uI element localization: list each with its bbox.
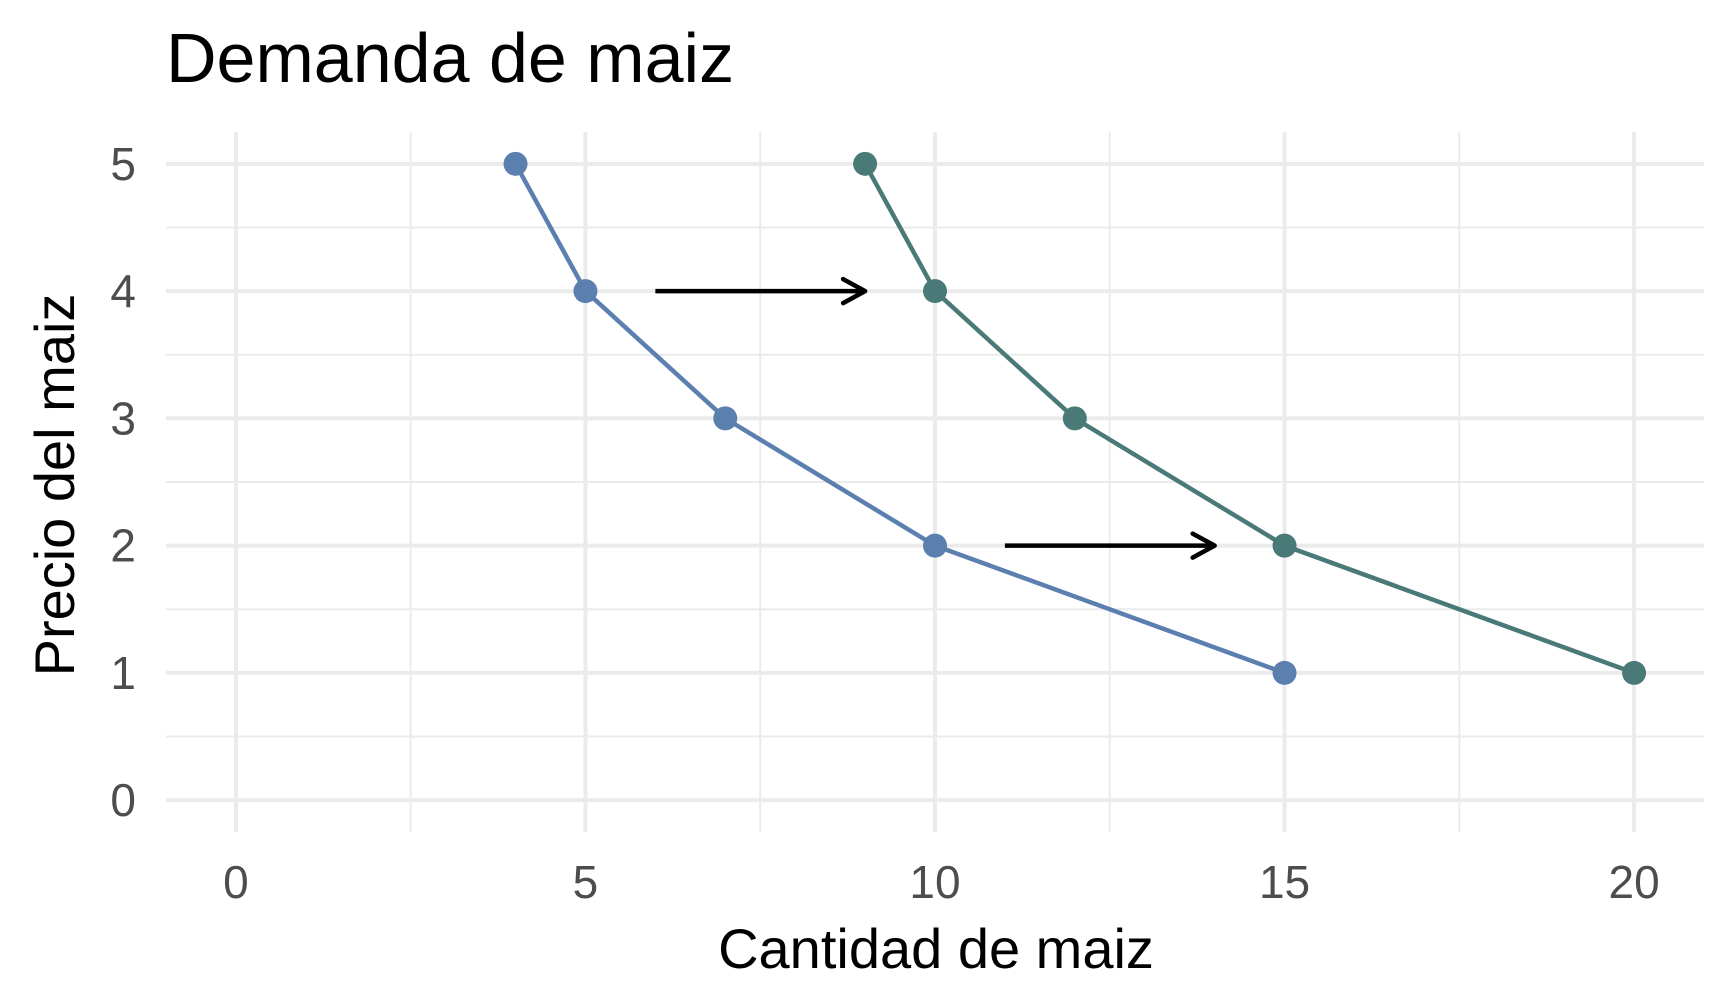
x-tick-label: 20 (1609, 856, 1660, 908)
data-point (573, 279, 598, 304)
y-tick-label: 3 (110, 392, 136, 444)
y-tick-label: 2 (110, 520, 136, 572)
y-axis-title: Precio del maiz (23, 294, 86, 677)
x-tick-label: 10 (909, 856, 960, 908)
x-axis-title: Cantidad de maiz (718, 917, 1154, 980)
y-tick-label: 1 (110, 647, 136, 699)
data-point (853, 151, 878, 176)
series (503, 151, 1647, 685)
y-tick-label: 5 (110, 138, 136, 190)
x-tick-label: 15 (1259, 856, 1310, 908)
series-1 (503, 151, 1297, 685)
y-tick-label: 4 (110, 265, 136, 317)
data-point (713, 406, 738, 431)
y-tick-label: 0 (110, 774, 136, 826)
x-tick-label: 0 (223, 856, 249, 908)
data-point (1272, 533, 1297, 558)
data-point (1272, 660, 1297, 685)
series-2 (853, 151, 1647, 685)
x-axis-ticks: 0 5 10 15 20 (223, 856, 1660, 908)
y-axis-ticks: 0 1 2 3 4 5 (110, 138, 136, 826)
grid (166, 132, 1704, 832)
data-point (503, 151, 528, 176)
data-point (923, 533, 947, 558)
x-tick-label: 5 (573, 856, 599, 908)
shift-arrow (655, 276, 868, 306)
arrow-head (1190, 531, 1217, 560)
data-point (923, 279, 947, 304)
chart-title: Demanda de maiz (166, 19, 735, 97)
arrows (655, 276, 1217, 560)
arrow-head (840, 276, 868, 306)
data-point (1062, 406, 1087, 431)
shift-arrow (1004, 531, 1217, 560)
data-point (1622, 660, 1647, 685)
